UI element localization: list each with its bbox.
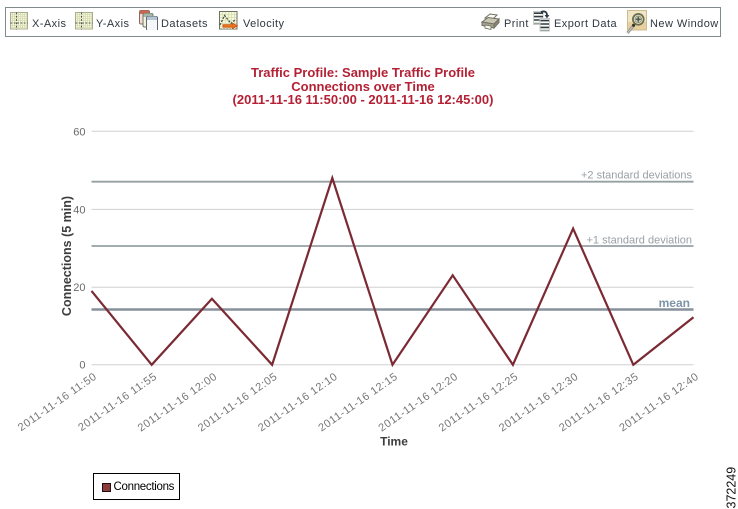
- svg-text:60: 60: [73, 126, 85, 138]
- svg-text:+1 standard deviation: +1 standard deviation: [587, 235, 693, 247]
- svg-text:Time: Time: [380, 435, 408, 449]
- svg-text:+2 standard deviations: +2 standard deviations: [581, 170, 692, 182]
- svg-text:0: 0: [79, 360, 85, 372]
- svg-text:mean: mean: [659, 296, 690, 310]
- svg-text:Connections (5 min): Connections (5 min): [60, 196, 74, 316]
- svg-text:40: 40: [73, 204, 85, 216]
- svg-text:20: 20: [73, 282, 85, 294]
